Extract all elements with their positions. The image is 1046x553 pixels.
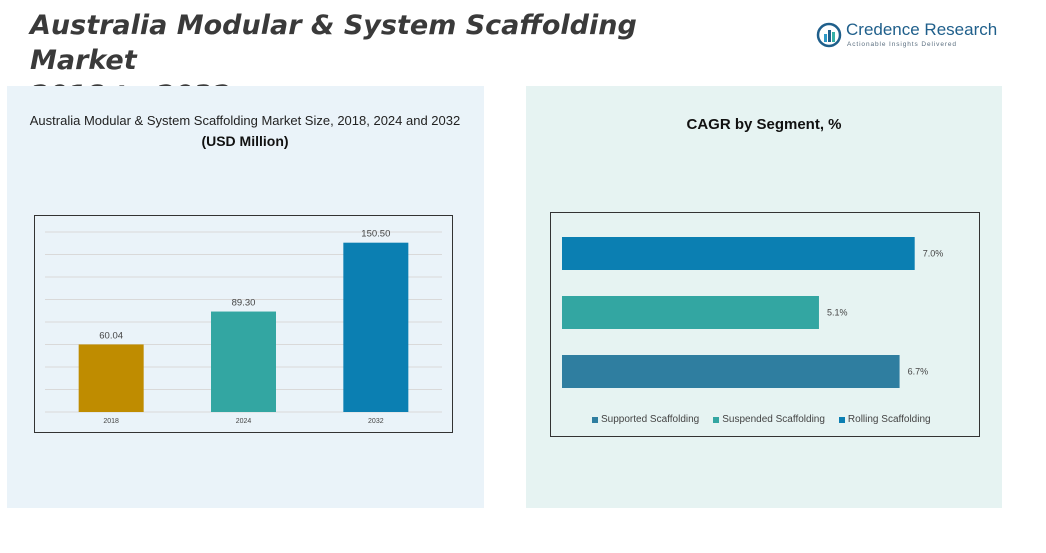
hbar-suspended-scaffolding <box>562 296 819 329</box>
legend-swatch <box>592 416 598 423</box>
bar-2024 <box>211 311 276 412</box>
market-size-heading: Australia Modular & System Scaffolding M… <box>29 113 461 128</box>
data-label: 7.0% <box>923 249 944 259</box>
legend-swatch <box>713 416 720 423</box>
logo-name: Credence Research <box>846 20 998 39</box>
x-tick-label: 2032 <box>368 418 384 425</box>
title-line-1: Australia Modular & System Scaffolding M… <box>30 10 637 76</box>
logo-tagline: Actionable Insights Delivered <box>847 41 957 48</box>
legend-item: Rolling Scaffolding <box>838 414 931 425</box>
data-label: 150.50 <box>361 229 390 240</box>
data-label: 60.04 <box>99 330 123 341</box>
legend-swatch <box>838 416 845 423</box>
cagr-chart-svg: 7.0% 5.1% 6.7% <box>562 237 944 388</box>
data-label: 6.7% <box>908 367 929 377</box>
cagr-chart: 7.0% 5.1% 6.7% <box>550 212 980 437</box>
market-size-chart-svg: 60.04 2018 89.30 2024 150.50 2032 <box>45 229 442 425</box>
market-size-unit: (USD Million) <box>201 133 289 149</box>
x-tick-label: 2024 <box>236 418 252 425</box>
brand-logo: Credence Research Actionable Insights De… <box>816 18 1016 52</box>
hbar-supported-scaffolding <box>562 355 900 388</box>
page-title: Australia Modular & System Scaffolding M… <box>30 8 730 113</box>
hbar-rolling-scaffolding <box>562 237 915 270</box>
cagr-legend: Supported Scaffolding Suspended Scaffoldi… <box>592 414 931 425</box>
legend-label: Rolling Scaffolding <box>847 414 931 425</box>
cagr-heading: CAGR by Segment, % <box>686 116 842 133</box>
bar-2018 <box>78 344 144 412</box>
credence-logo-icon <box>816 22 842 48</box>
legend-label: Suspended Scaffolding <box>722 414 825 425</box>
data-label: 5.1% <box>827 308 848 318</box>
legend-item: Suspended Scaffolding <box>713 414 825 425</box>
bar-2032 <box>343 242 409 412</box>
market-size-chart: 60.04 2018 89.30 2024 150.50 2032 <box>34 215 453 433</box>
legend-label: Supported Scaffolding <box>601 414 700 425</box>
data-label: 89.30 <box>232 298 256 309</box>
x-tick-label: 2018 <box>103 418 119 425</box>
legend-item: Supported Scaffolding <box>592 414 699 425</box>
